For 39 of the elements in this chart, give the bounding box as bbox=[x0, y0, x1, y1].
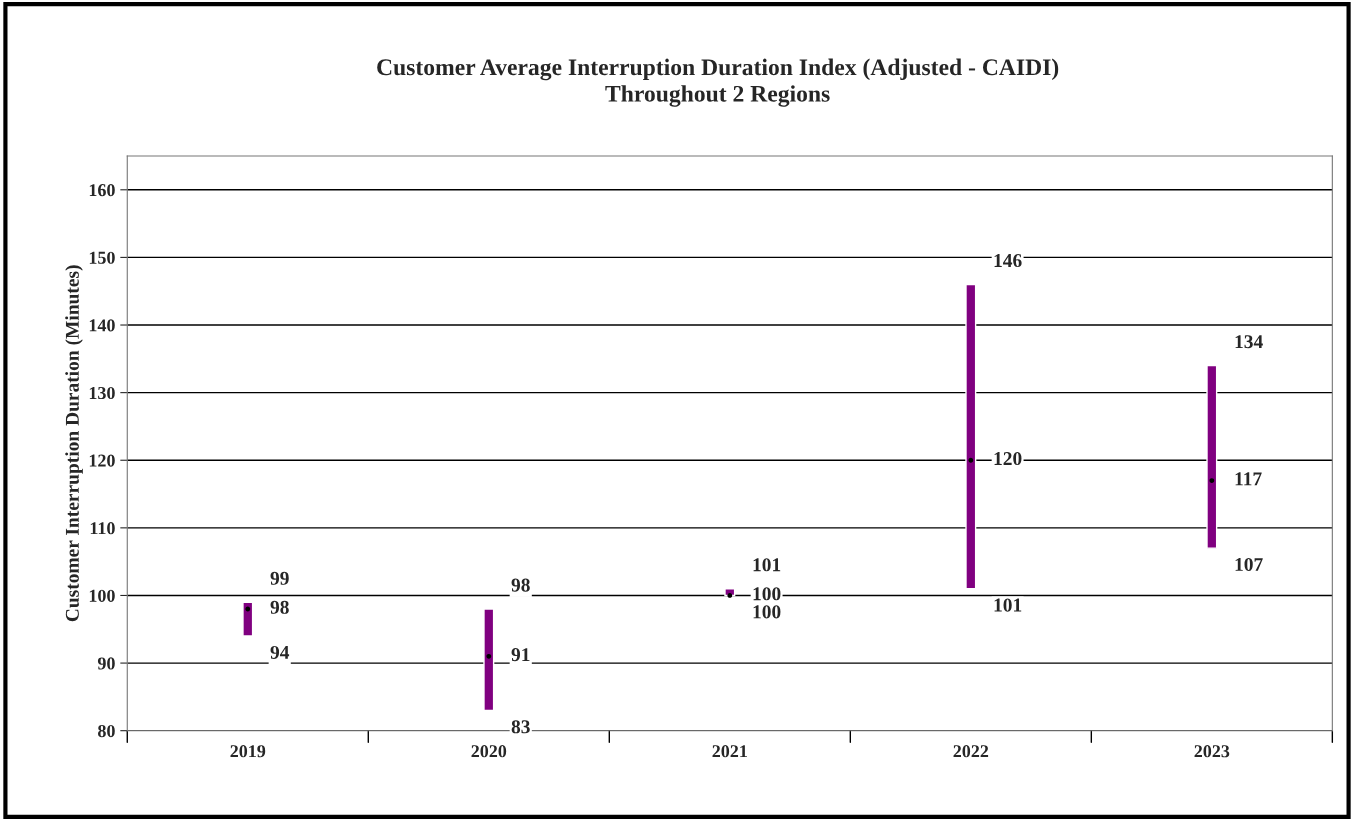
x-tick-label: 2022 bbox=[953, 745, 989, 758]
y-tick-label: 110 bbox=[90, 522, 115, 535]
y-tick-label: 100 bbox=[89, 589, 115, 602]
annotation: 100 bbox=[753, 605, 781, 619]
annotation: 83 bbox=[511, 720, 530, 734]
bar bbox=[965, 283, 977, 590]
point bbox=[245, 606, 251, 612]
bar bbox=[483, 608, 495, 712]
x-tick-label: 2023 bbox=[1194, 745, 1230, 758]
y-tick-label: 160 bbox=[89, 184, 115, 197]
y-tick-label: 120 bbox=[89, 454, 115, 467]
annotation: 98 bbox=[511, 578, 530, 592]
point bbox=[968, 457, 974, 463]
y-tick-label: 80 bbox=[98, 724, 115, 738]
y-tick-label: 140 bbox=[89, 319, 115, 332]
annotation: 134 bbox=[1235, 335, 1263, 349]
bar bbox=[242, 601, 254, 637]
y-axis-title: Customer Interruption Duration (Minutes) bbox=[65, 265, 83, 622]
annotation: 94 bbox=[270, 645, 290, 659]
data-label: 91 bbox=[511, 648, 530, 662]
annotation: 101 bbox=[753, 558, 781, 572]
chart-title: Customer Average Interruption Duration Index (Adjusted - CAIDI) Throughout 2 Regions bbox=[377, 58, 1059, 107]
y-tick-label: 150 bbox=[89, 251, 115, 264]
data-label: 100 bbox=[753, 587, 781, 601]
data-label: 98 bbox=[270, 600, 289, 614]
x-tick-label: 2021 bbox=[712, 745, 747, 758]
annotation: 101 bbox=[994, 598, 1022, 612]
x-tick-label: 2019 bbox=[230, 745, 266, 758]
bar bbox=[1206, 364, 1218, 549]
point bbox=[486, 653, 492, 659]
annotation: 107 bbox=[1235, 557, 1263, 572]
x-tick-label: 2020 bbox=[471, 745, 507, 758]
data-label: 120 bbox=[994, 451, 1022, 466]
y-tick-label: 130 bbox=[89, 386, 115, 400]
data-label: 117 bbox=[1235, 472, 1262, 486]
annotation: 146 bbox=[994, 254, 1022, 268]
point bbox=[1209, 478, 1215, 483]
annotation: 99 bbox=[270, 571, 289, 585]
y-tick-label: 90 bbox=[97, 657, 115, 670]
